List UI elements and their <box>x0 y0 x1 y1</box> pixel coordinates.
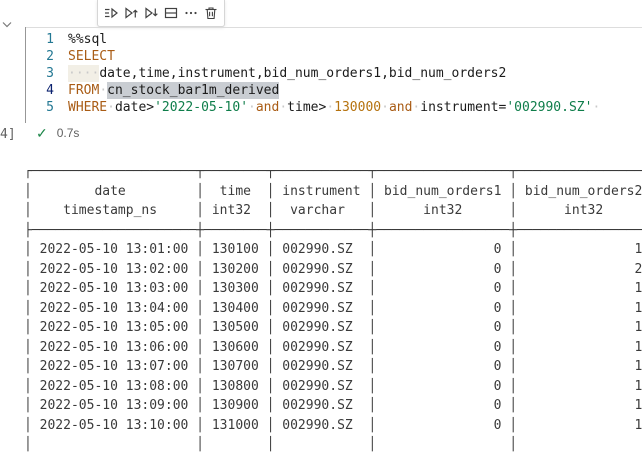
code-line: 4 FROM · cn_stock_bar1m_derived <box>26 82 600 99</box>
execution-duration: 0.7s <box>56 126 80 140</box>
execute-above-button[interactable] <box>122 2 140 24</box>
code-token-plain: time> <box>287 100 327 115</box>
line-number: 4 <box>46 83 54 98</box>
execute-above-icon <box>123 5 139 21</box>
line-number: 5 <box>46 100 54 115</box>
code-line: 5 WHERE · date> '2022-05-10' · and · time> · 13000… <box>26 99 600 116</box>
code-token-ws: · <box>412 100 421 115</box>
code-token-sel: cn_stock_bar1m_derived <box>107 82 280 99</box>
code-token-num: 130000 <box>334 100 382 115</box>
cell-top-border <box>25 27 642 28</box>
code-token-kw: WHERE <box>68 100 108 115</box>
code-token-kw: and <box>255 100 280 115</box>
code-token-ws: · <box>107 100 115 115</box>
code-token-plain: date> <box>114 100 155 115</box>
result-table: ┌─────────────────────┬────────┬────────… <box>24 164 642 452</box>
run-by-line-icon <box>103 5 119 21</box>
code-line: 3 ···· date,time,instrument,bid_num_orders… <box>26 65 600 82</box>
code-token-ws: · <box>592 100 601 115</box>
trash-icon <box>203 5 219 21</box>
code-token-kw: FROM <box>68 83 100 98</box>
code-token-kw: and <box>388 100 413 115</box>
code-token-ws: · <box>381 100 389 115</box>
line-number: 1 <box>46 32 54 47</box>
collapse-cell-chevron-icon[interactable] <box>1 16 13 34</box>
delete-cell-button[interactable] <box>202 2 220 24</box>
line-number: 3 <box>46 66 54 81</box>
line-number: 2 <box>46 49 54 64</box>
code-token-plain: %%sql <box>68 32 108 47</box>
success-check-icon: ✓ <box>36 125 48 141</box>
run-by-line-button[interactable] <box>102 2 120 24</box>
code-token-ws: · <box>99 83 108 98</box>
code-token-ws: · <box>326 100 335 115</box>
cell-toolbar <box>97 0 225 27</box>
sql-code-editor[interactable]: 1 %%sql 2 SELECT 3 ···· date,time,instrument,b… <box>26 31 600 116</box>
code-line: 2 SELECT <box>26 48 600 65</box>
code-token-ws: · <box>248 100 256 115</box>
code-token-plain: date,time,instrument,bid_num_orders1,bid… <box>99 66 507 81</box>
code-token-ws: · <box>279 100 288 115</box>
execution-count: 4] <box>0 127 16 142</box>
code-token-str: '002990.SZ' <box>506 100 593 115</box>
more-actions-icon <box>183 5 199 21</box>
code-token-kw: SELECT <box>68 49 115 64</box>
code-token-indent: ···· <box>68 65 100 82</box>
code-token-plain: instrument= <box>420 100 507 115</box>
split-cell-button[interactable] <box>162 2 180 24</box>
execution-status: ✓ 0.7s <box>36 126 79 140</box>
cell-left-border <box>25 27 26 123</box>
code-token-str: '2022-05-10' <box>154 100 249 115</box>
execute-below-button[interactable] <box>142 2 160 24</box>
code-line: 1 %%sql <box>26 31 600 48</box>
execute-below-icon <box>143 5 159 21</box>
split-cell-icon <box>163 5 179 21</box>
more-actions-button[interactable] <box>182 2 200 24</box>
